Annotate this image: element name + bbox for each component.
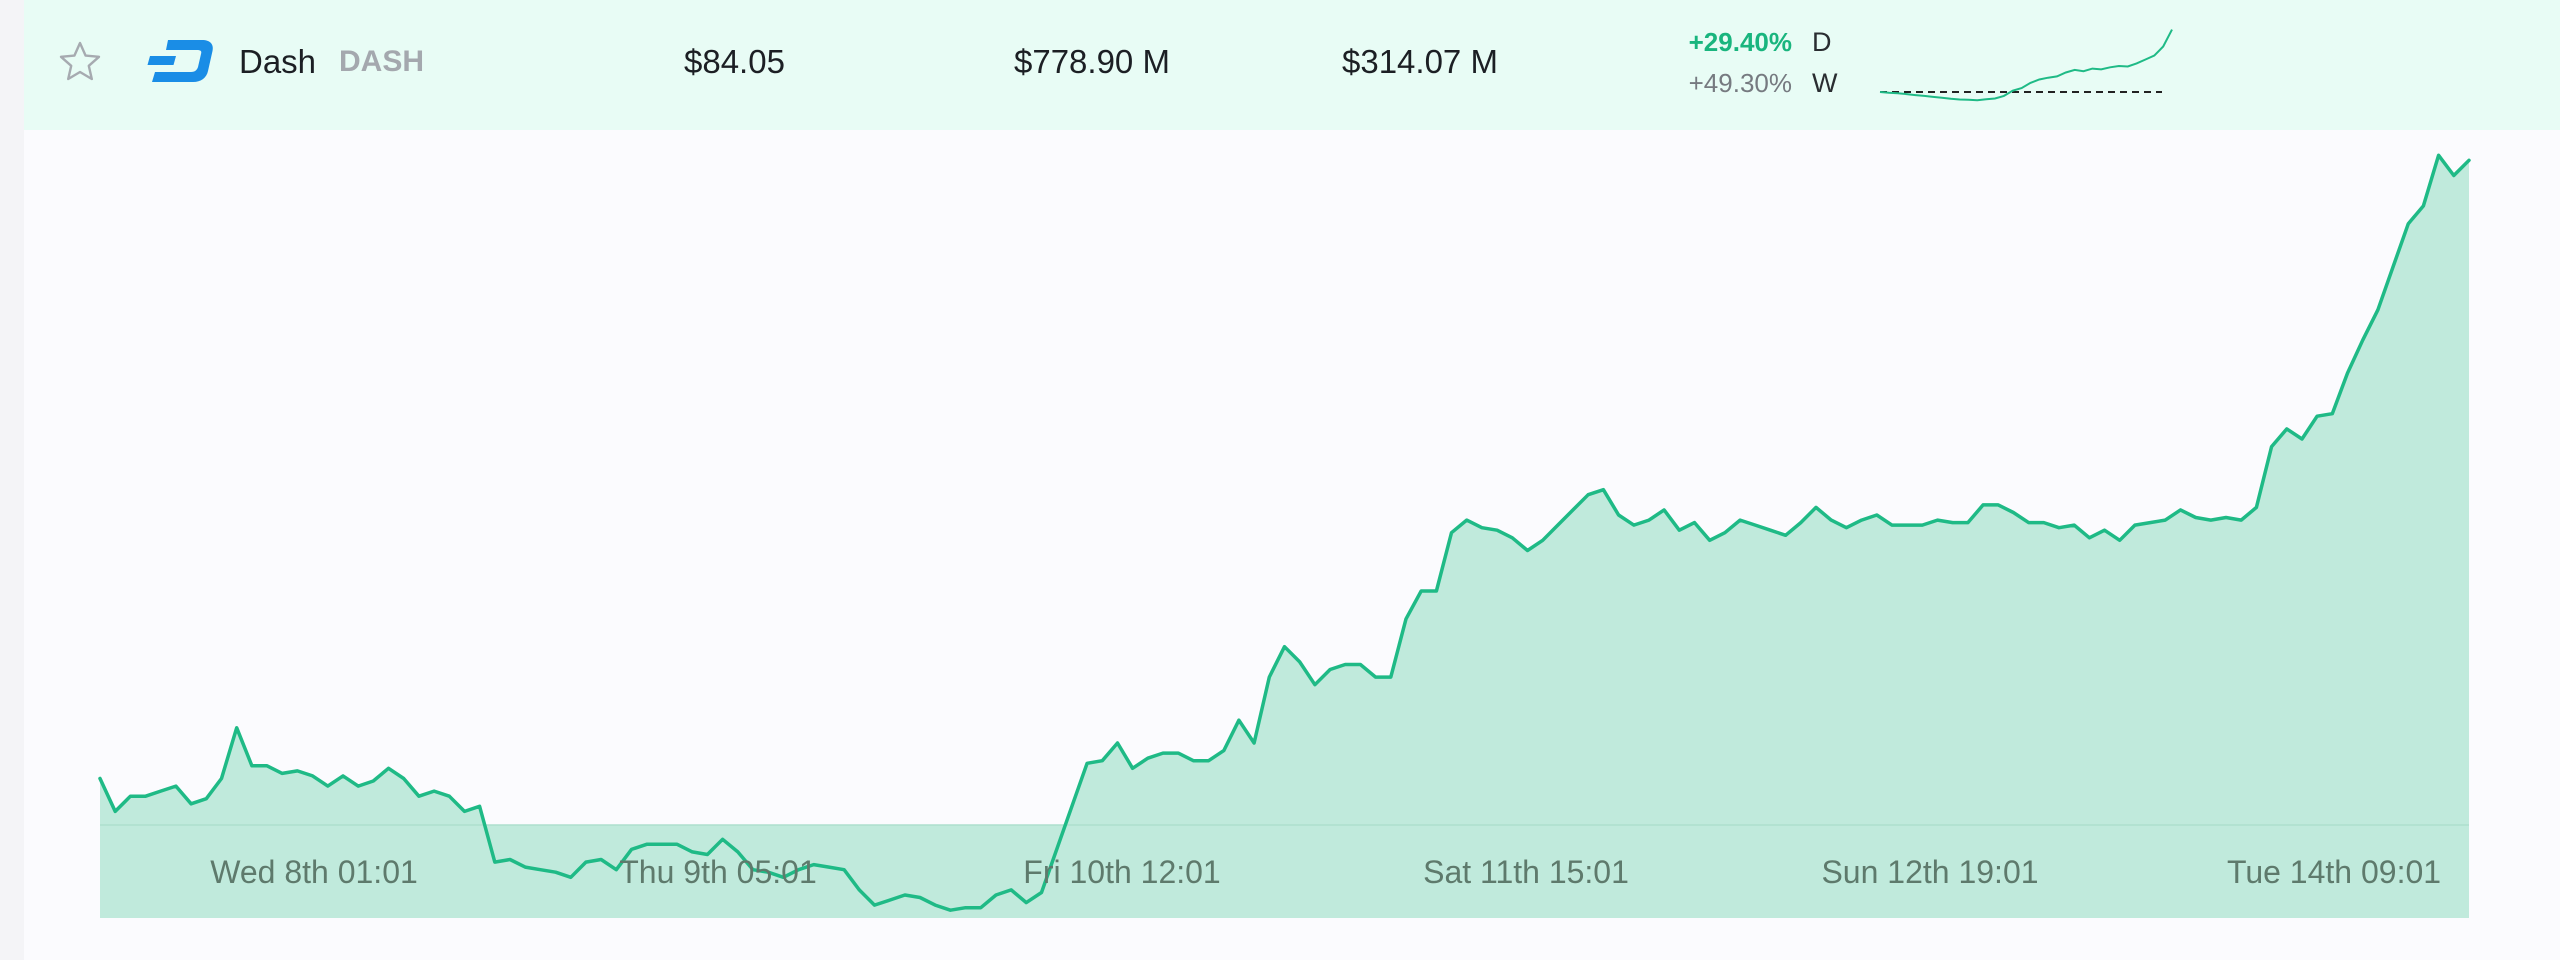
volume: $314.07 M: [1342, 43, 1498, 80]
price-line: [98, 153, 2471, 912]
x-axis-ticks: Wed 8th 01:01 Thu 9th 05:01 Fri 10th 12:01…: [210, 854, 2441, 890]
change-week-value: +49.30%: [1688, 67, 1792, 98]
change-week: +49.30% W: [1624, 63, 1838, 103]
change-week-period: W: [1812, 67, 1838, 98]
price-chart[interactable]: Wed 8th 01:01 Thu 9th 05:01 Fri 10th 12:01…: [24, 130, 2560, 930]
coin-symbol: DASH: [339, 45, 425, 78]
x-tick-label: Wed 8th 01:01: [210, 854, 418, 890]
x-tick-label: Tue 14th 09:01: [2227, 854, 2441, 890]
coin-price: $84.05: [684, 43, 785, 80]
coin-row[interactable]: Dash DASH $84.05 $778.90 M $314.07 M +29…: [24, 0, 2560, 130]
x-tick-label: Sun 12th 19:01: [1821, 854, 2038, 890]
coin-name[interactable]: Dash: [239, 43, 317, 80]
x-tick-label: Fri 10th 12:01: [1023, 854, 1220, 890]
coin-card: Dash DASH $84.05 $778.90 M $314.07 M +29…: [24, 0, 2560, 960]
x-tick-label: Thu 9th 05:01: [619, 854, 816, 890]
favorite-star-icon[interactable]: [54, 0, 106, 124]
change-day: +29.40% D: [1624, 22, 1834, 62]
change-day-value: +29.40%: [1688, 26, 1792, 57]
price-area-fill: [100, 155, 2469, 911]
sparkline-line: [1879, 29, 2173, 102]
market-cap: $778.90 M: [1014, 43, 1170, 80]
change-day-period: D: [1812, 26, 1832, 57]
x-tick-label: Sat 11th 15:01: [1423, 854, 1629, 890]
sparkline-chart: [1879, 29, 2173, 102]
x-axis-band: [100, 825, 2469, 918]
dash-logo-icon: [144, 0, 216, 124]
